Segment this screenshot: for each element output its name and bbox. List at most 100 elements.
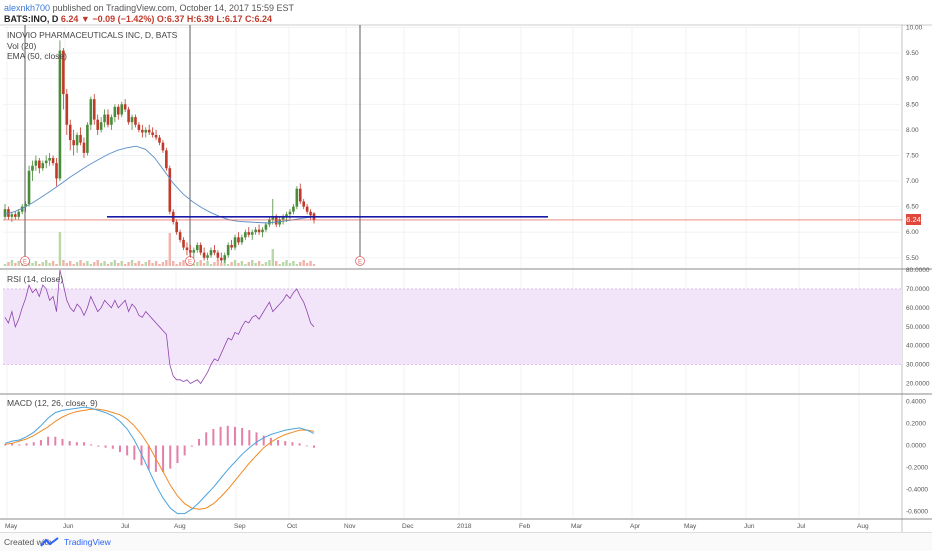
y-tick-label: -0.4000 (906, 486, 928, 493)
volume-bar (137, 261, 141, 266)
volume-bar (271, 249, 274, 266)
volume-bar (299, 262, 302, 266)
volume-bar (192, 264, 196, 266)
macd-histogram-bar (176, 445, 179, 464)
volume-bar (158, 264, 161, 266)
macd-signal-line (4, 408, 315, 510)
candle-body (161, 142, 165, 151)
volume-bar (58, 232, 62, 266)
volume-bar (96, 260, 99, 266)
candle-body (75, 134, 79, 146)
chart-canvas: May Jun Jul Aug Sep Oct Nov Dec 2018 Feb Mar Apr May… (0, 24, 932, 532)
tradingview-brand-link[interactable]: TradingView (64, 537, 111, 547)
legend-rsi[interactable]: RSI (14, close) (7, 274, 64, 284)
legend-volume[interactable]: Vol (20) (7, 41, 37, 51)
volume-bar (69, 261, 72, 266)
y-tick-label: 9.50 (906, 50, 919, 57)
candle-body (38, 160, 41, 169)
volume-bar (309, 261, 312, 266)
macd-histogram-bar (47, 436, 50, 446)
y-tick-label: 6.50 (906, 204, 919, 211)
last-price-tag: 6.24 (906, 214, 921, 226)
y-tick-label: 7.50 (906, 152, 919, 159)
macd-histogram-bar (226, 425, 229, 446)
volume-bar (120, 261, 123, 266)
macd-histogram-bar (97, 445, 100, 447)
x-tick-label: Apr (630, 523, 641, 530)
y-tick-label: 8.00 (906, 127, 919, 134)
price-change: −0.09 (−1.42%) (92, 14, 155, 24)
candle-body (147, 129, 151, 133)
candle-body (182, 239, 185, 248)
macd-histogram-bar (313, 445, 315, 448)
volume-bar (48, 263, 51, 266)
y-tick-label: -0.6000 (906, 508, 928, 515)
candle-body (209, 250, 213, 256)
last-price: 6.24 (60, 14, 79, 24)
volume-bar (233, 260, 237, 266)
volume-bar (209, 264, 213, 266)
volume-bar (240, 261, 244, 266)
y-tick-label: 20.0000 (906, 381, 930, 388)
candle-body (79, 134, 82, 143)
volume-bar (72, 264, 75, 266)
candle-body (58, 50, 62, 179)
volume-bar (216, 260, 220, 266)
down-arrow-icon: ▼ (80, 14, 90, 24)
candle-body (295, 188, 299, 207)
volume-bar (264, 262, 268, 266)
candle-body (144, 129, 148, 133)
macd-histogram-bar (183, 445, 186, 456)
macd-histogram-bar (219, 426, 222, 446)
candle-body (113, 106, 117, 118)
volume-bar (161, 262, 165, 266)
candle-body (96, 119, 99, 130)
macd-histogram-bar (25, 443, 28, 446)
candle-body (264, 224, 268, 230)
published-text: published on TradingView.com, October 14… (52, 3, 295, 13)
candle-body (137, 124, 141, 130)
macd-histogram-bar (190, 445, 193, 447)
macd-histogram-bar (61, 438, 64, 446)
macd-histogram-bar (54, 436, 57, 446)
candle-body (178, 232, 182, 240)
candle-body (48, 158, 51, 161)
volume-bar (220, 263, 223, 266)
y-tick-label: 40.0000 (906, 343, 930, 350)
macd-histogram-bar (83, 442, 86, 446)
volume-bar (278, 264, 281, 266)
earnings-marker-label: E (358, 260, 362, 266)
earnings-marker-icon (20, 256, 30, 266)
volume-bar (172, 261, 175, 266)
y-tick-label: 9.00 (906, 76, 919, 83)
volume-bar (38, 264, 41, 266)
y-tick-label: 60.0000 (906, 305, 930, 312)
volume-bar (141, 264, 144, 266)
volume-bar (206, 261, 209, 266)
publisher-link[interactable]: alexnkh700 (4, 3, 51, 13)
candle-body (89, 99, 93, 125)
volume-bar (86, 261, 89, 266)
y-tick-label: 50.0000 (906, 324, 930, 331)
volume-bar (79, 260, 82, 266)
created-with-text: Created with (4, 537, 52, 547)
legend-macd[interactable]: MACD (12, 26, close, 9) (7, 398, 98, 408)
macd-histogram-bar (248, 430, 251, 446)
macd-histogram-bar (162, 445, 165, 472)
publish-info: alexnkh700 published on TradingView.com,… (4, 3, 294, 13)
volume-bar (103, 261, 106, 266)
macd-histogram-bar (169, 445, 172, 469)
volume-bar (148, 260, 151, 266)
candle-body (55, 163, 58, 179)
volume-bar (7, 262, 10, 266)
candle-body (261, 229, 264, 233)
volume-bar (275, 261, 278, 266)
volume-bar (65, 263, 68, 266)
volume-bar (113, 260, 117, 266)
volume-bar (285, 260, 288, 266)
x-tick-label: Jul (121, 523, 130, 530)
candle-body (192, 250, 196, 253)
x-tick-label: May (684, 523, 697, 530)
candle-body (250, 232, 254, 235)
legend-ema[interactable]: EMA (50, close) (7, 51, 67, 61)
